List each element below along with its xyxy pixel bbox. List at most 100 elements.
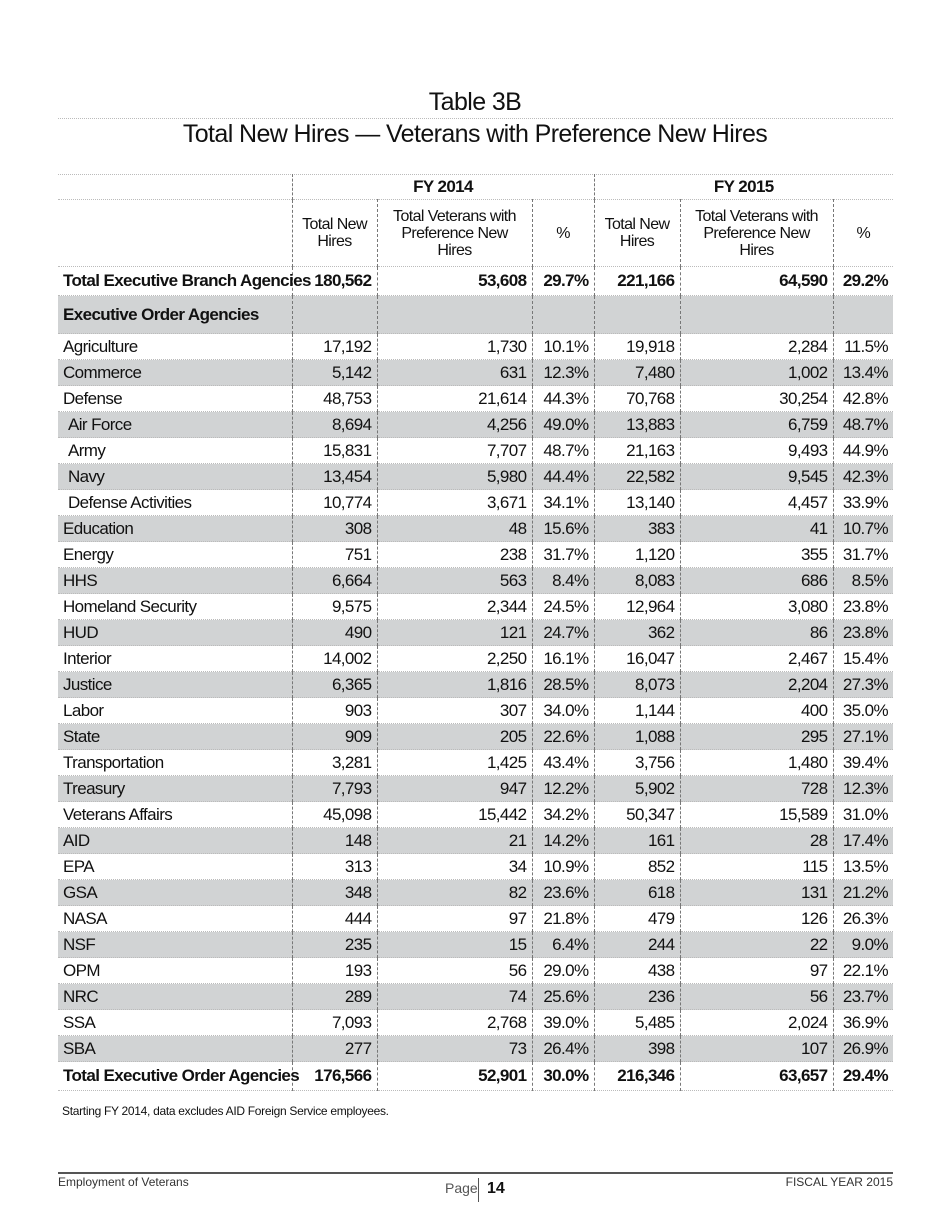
table-row: NASA 444 97 21.8% 479 126 26.3% [58,905,894,932]
fy2015-total-new-hires: 50,347 [593,801,681,828]
table-row: Air Force 8,694 4,256 49.0% 13,883 6,759 48.7% [58,411,894,438]
row-label: GSA [58,879,292,906]
fy2014-percent: 16.1% [531,645,595,672]
fy2015-percent: 13.5% [832,853,894,880]
fy2014-percent: 25.6% [531,983,595,1010]
fy2014-percent: 49.0% [531,411,595,438]
fy2015-veterans-preference-hires: 97 [679,957,834,984]
row-label: State [58,723,292,750]
fy2015-percent: 48.7% [832,411,894,438]
fy2014-veterans-preference-hires: 2,344 [376,593,532,620]
table-row: Energy 751 238 31.7% 1,120 355 31.7% [58,541,894,568]
fy2015-veterans-preference-hires: 22 [679,931,834,958]
fy2014-veterans-preference-hires: 1,425 [376,749,532,776]
year-header-row: FY 2014 FY 2015 [58,174,894,200]
row-label: Transportation [58,749,292,776]
fy2015-percent: 26.9% [832,1035,894,1062]
fy2014-percent: 34.2% [531,801,595,828]
fy2015-percent: 9.0% [832,931,894,958]
fy2015-percent: 10.7% [832,515,894,542]
section-header-row: Executive Order Agencies [58,295,894,334]
fy2015-total-new-hires: 21,163 [593,437,681,464]
fy2014-veterans-preference-hires: 15,442 [376,801,532,828]
fy2014-total-new-hires: 45,098 [291,801,377,828]
fy2014-total-new-hires: 308 [291,515,377,542]
fy2015-veterans-preference-hires: 30,254 [679,385,834,412]
table-row: Justice 6,365 1,816 28.5% 8,073 2,204 27.3% [58,671,894,698]
row-label: Agriculture [58,333,292,360]
fy2015-total-new-hires: 438 [593,957,681,984]
year-header: FY 2014 [291,174,595,200]
row-label: Total Executive Order Agencies [58,1061,300,1091]
fy2015-percent: 21.2% [832,879,894,906]
fy2015-percent: 23.7% [832,983,894,1010]
fy2015-veterans-preference-hires: 86 [679,619,834,646]
fy2014-percent: 24.5% [531,593,595,620]
table-row: Army 15,831 7,707 48.7% 21,163 9,493 44.9% [58,437,894,464]
table-subtitle: Total New Hires — Veterans with Preferen… [182,120,768,148]
fy2015-veterans-preference-hires: 63,657 [679,1061,834,1091]
fy2015-total-new-hires: 161 [593,827,681,854]
row-label: AID [58,827,292,854]
fy2015-total-new-hires: 70,768 [593,385,681,412]
fy2015-veterans-preference-hires: 2,467 [679,645,834,672]
fy2015-total-new-hires: 244 [593,931,681,958]
column-header: Total Veterans with Preference New Hires [679,199,834,267]
page-label: Page [445,1180,478,1196]
fy2015-total-new-hires: 5,902 [593,775,681,802]
column-header: Total New Hires [593,199,681,267]
row-label: Education [58,515,292,542]
fy2014-veterans-preference-hires: 34 [376,853,532,880]
fy2014-total-new-hires: 14,002 [291,645,377,672]
fy2015-veterans-preference-hires: 1,002 [679,359,834,386]
fy2014-total-new-hires: 490 [291,619,377,646]
fy2015-total-new-hires: 383 [593,515,681,542]
row-label: SSA [58,1009,292,1036]
fy2015-percent: 42.3% [832,463,894,490]
fy2015-percent: 42.8% [832,385,894,412]
table-row: Transportation 3,281 1,425 43.4% 3,756 1,480 3… [58,749,894,776]
fy2014-total-new-hires: 348 [291,879,377,906]
fy2014-veterans-preference-hires: 121 [376,619,532,646]
table-row: Defense Activities 10,774 3,671 34.1% 13,140… [58,489,894,516]
fy2015-percent: 29.4% [832,1061,894,1091]
fy2015-veterans-preference-hires: 2,204 [679,671,834,698]
fy2014-veterans-preference-hires: 947 [376,775,532,802]
table-row: EPA 313 34 10.9% 852 115 13.5% [58,853,894,880]
fy2014-total-new-hires: 9,575 [291,593,377,620]
fy2014-percent: 21.8% [531,905,595,932]
fy2015-veterans-preference-hires: 107 [679,1035,834,1062]
fy2014-veterans-preference-hires: 7,707 [376,437,532,464]
table-row: OPM 193 56 29.0% 438 97 22.1% [58,957,894,984]
fy2015-total-new-hires: 13,883 [593,411,681,438]
fy2014-total-new-hires: 277 [291,1035,377,1062]
fy2015-total-new-hires: 1,144 [593,697,681,724]
fy2014-total-new-hires: 7,793 [291,775,377,802]
fy2014-total-new-hires: 3,281 [291,749,377,776]
row-label: NSF [58,931,292,958]
fy2014-total-new-hires: 289 [291,983,377,1010]
divider [58,118,893,119]
fy2014-veterans-preference-hires: 5,980 [376,463,532,490]
table-row: Veterans Affairs 45,098 15,442 34.2% 50,347 1… [58,801,894,828]
table-row: NSF 235 15 6.4% 244 22 9.0% [58,931,894,958]
fy2015-percent: 33.9% [832,489,894,516]
fy2015-veterans-preference-hires: 6,759 [679,411,834,438]
page-number: 14 [487,1180,505,1197]
fy2015-percent: 29.2% [832,266,894,296]
fy2015-total-new-hires: 3,756 [593,749,681,776]
fy2014-percent: 10.1% [531,333,595,360]
row-label: Energy [58,541,292,568]
row-label: HUD [58,619,292,646]
table-row: Agriculture 17,192 1,730 10.1% 19,918 2,284 11… [58,333,894,360]
fy2015-veterans-preference-hires: 400 [679,697,834,724]
fy2015-veterans-preference-hires: 355 [679,541,834,568]
row-label: OPM [58,957,292,984]
fy2014-total-new-hires: 48,753 [291,385,377,412]
fy2014-percent: 30.0% [531,1061,595,1091]
fy2014-percent: 39.0% [531,1009,595,1036]
fy2014-percent: 23.6% [531,879,595,906]
fy2015-percent: 23.8% [832,593,894,620]
row-label: Homeland Security [58,593,292,620]
fy2014-percent: 24.7% [531,619,595,646]
